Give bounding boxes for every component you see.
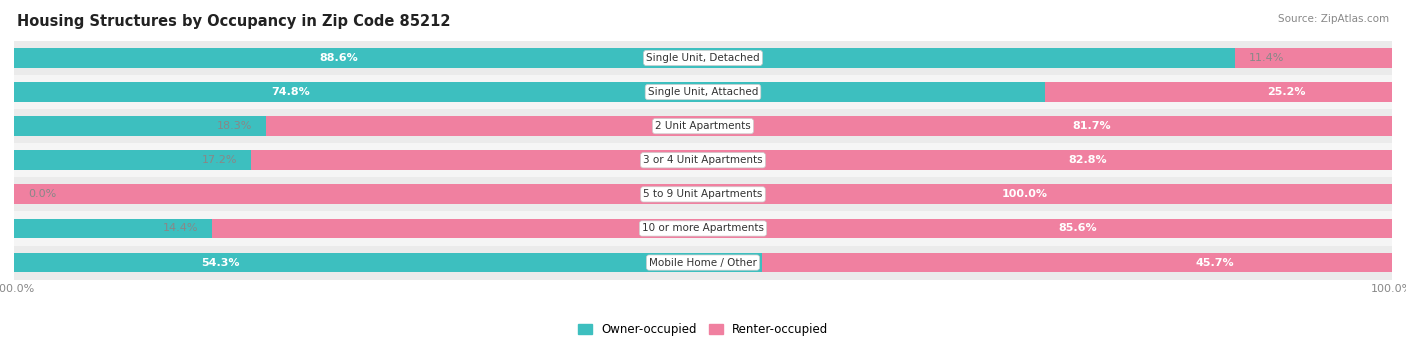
Bar <box>252 150 1392 170</box>
Text: 88.6%: 88.6% <box>319 53 359 63</box>
Bar <box>1234 48 1392 68</box>
Bar <box>212 219 1392 238</box>
Text: Single Unit, Attached: Single Unit, Attached <box>648 87 758 97</box>
Text: 54.3%: 54.3% <box>201 257 239 268</box>
Text: 0.0%: 0.0% <box>28 189 56 199</box>
Text: 100.0%: 100.0% <box>1001 189 1047 199</box>
Bar <box>762 253 1392 272</box>
Bar <box>14 253 762 272</box>
Text: 11.4%: 11.4% <box>1249 53 1284 63</box>
Bar <box>14 116 266 136</box>
Text: 74.8%: 74.8% <box>271 87 311 97</box>
Bar <box>14 75 1392 109</box>
Bar <box>14 219 212 238</box>
Text: 25.2%: 25.2% <box>1267 87 1305 97</box>
Text: 45.7%: 45.7% <box>1197 257 1234 268</box>
Text: Single Unit, Detached: Single Unit, Detached <box>647 53 759 63</box>
Bar <box>14 211 1392 246</box>
Bar <box>14 41 1392 75</box>
Bar <box>14 184 1392 204</box>
Text: 10 or more Apartments: 10 or more Apartments <box>643 223 763 234</box>
Bar <box>14 109 1392 143</box>
Legend: Owner-occupied, Renter-occupied: Owner-occupied, Renter-occupied <box>572 318 834 341</box>
Text: 18.3%: 18.3% <box>217 121 253 131</box>
Bar <box>14 82 1045 102</box>
Text: Source: ZipAtlas.com: Source: ZipAtlas.com <box>1278 14 1389 24</box>
Text: 17.2%: 17.2% <box>202 155 238 165</box>
Text: 82.8%: 82.8% <box>1069 155 1107 165</box>
Text: 2 Unit Apartments: 2 Unit Apartments <box>655 121 751 131</box>
Bar <box>14 143 1392 177</box>
Bar <box>1045 82 1392 102</box>
Bar <box>14 246 1392 280</box>
Text: Mobile Home / Other: Mobile Home / Other <box>650 257 756 268</box>
Text: Housing Structures by Occupancy in Zip Code 85212: Housing Structures by Occupancy in Zip C… <box>17 14 450 29</box>
Bar <box>266 116 1392 136</box>
Bar <box>14 48 1234 68</box>
Text: 81.7%: 81.7% <box>1071 121 1111 131</box>
Text: 3 or 4 Unit Apartments: 3 or 4 Unit Apartments <box>643 155 763 165</box>
Text: 14.4%: 14.4% <box>163 223 198 234</box>
Text: 5 to 9 Unit Apartments: 5 to 9 Unit Apartments <box>644 189 762 199</box>
Text: 85.6%: 85.6% <box>1059 223 1097 234</box>
Bar <box>14 150 252 170</box>
Bar <box>14 177 1392 211</box>
